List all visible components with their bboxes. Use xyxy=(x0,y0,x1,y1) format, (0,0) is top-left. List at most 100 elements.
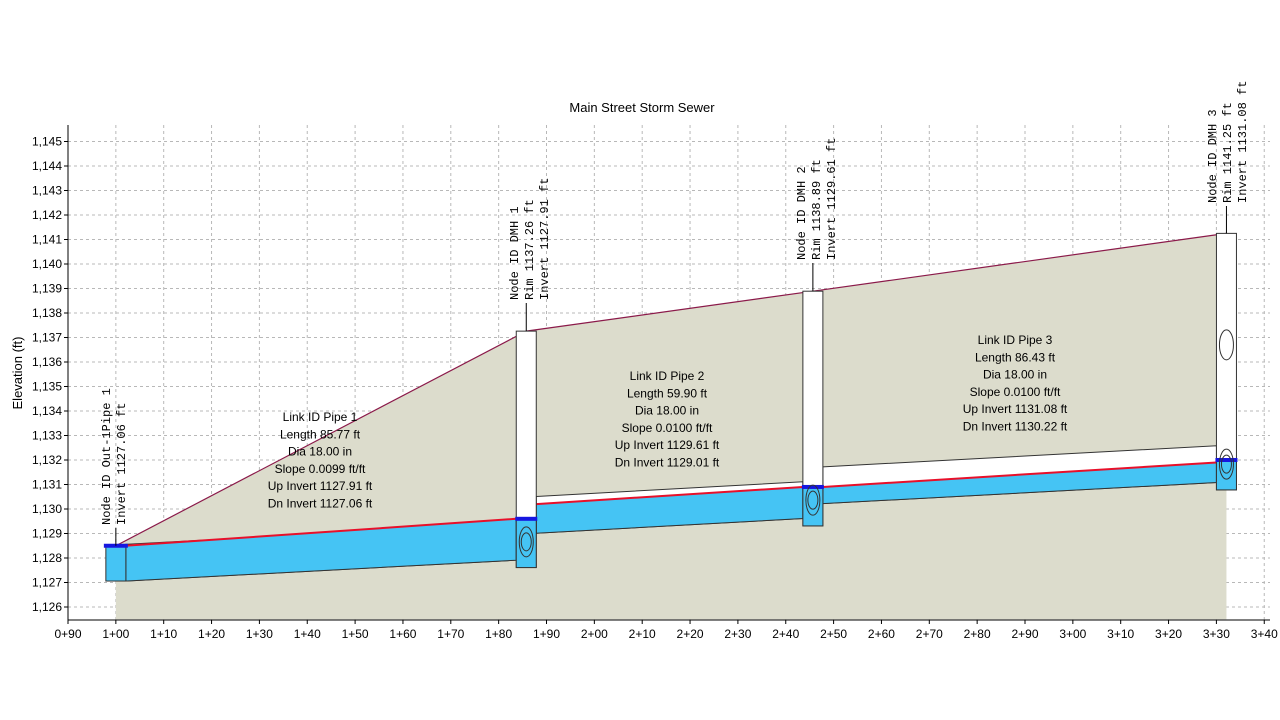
link-label: Up Invert 1131.08 ft xyxy=(963,402,1068,416)
node-label: Rim 1141.25 ft xyxy=(1221,102,1235,203)
link-label: Length 85.77 ft xyxy=(280,427,361,441)
y-tick-label: 1,145 xyxy=(32,135,62,149)
link-label: Dia 18.00 in xyxy=(288,445,352,459)
x-tick-label: 2+70 xyxy=(916,627,943,641)
link-label: Slope 0.0099 ft/ft xyxy=(275,462,366,476)
pipe-opening-inner-icon xyxy=(807,490,819,510)
y-tick-label: 1,141 xyxy=(32,233,62,247)
node-label: Node ID DMH 3 xyxy=(1206,109,1220,203)
hgl-line-2 xyxy=(536,485,803,506)
link-label: Link ID Pipe 2 xyxy=(630,369,705,383)
manholes xyxy=(103,232,1238,582)
manhole-water-mark xyxy=(515,516,538,521)
x-tick-label: 1+70 xyxy=(437,627,464,641)
node-label: Rim 1137.26 ft xyxy=(523,199,537,300)
annotations: Node ID Out-1Pipe 1 Invert 1127.06 ft Node… xyxy=(100,81,1250,546)
pipe-opening-icon xyxy=(1218,448,1234,480)
y-tick-label: 1,132 xyxy=(32,453,62,467)
y-tick-label: 1,127 xyxy=(32,576,62,590)
ground-fill xyxy=(115,233,1227,620)
link-label: Dn Invert 1130.22 ft xyxy=(963,420,1068,434)
link-label: Slope 0.0100 ft/ft xyxy=(622,421,713,435)
link-label: Length 86.43 ft xyxy=(975,350,1056,364)
pipe-opening-icon xyxy=(1218,329,1234,361)
x-tick-label: 3+00 xyxy=(1059,627,1086,641)
manhole-shaft xyxy=(1215,232,1237,491)
manhole-water-mark xyxy=(1215,458,1238,462)
y-tick-label: 1,136 xyxy=(32,355,62,369)
y-tick-label: 1,128 xyxy=(32,551,62,565)
x-tick-label: 1+50 xyxy=(342,627,369,641)
ground-surface-line xyxy=(115,232,1227,547)
x-tick-label: 1+90 xyxy=(533,627,560,641)
y-tick-label: 1,137 xyxy=(32,331,62,345)
node-label: Invert 1129.61 ft xyxy=(825,138,839,260)
y-tick-label: 1,129 xyxy=(32,527,62,541)
link-label: Up Invert 1127.91 ft xyxy=(268,479,373,493)
x-tick-label: 1+80 xyxy=(485,627,512,641)
x-tick-label: 2+50 xyxy=(820,627,847,641)
axes: 1,126 1,127 1,128 1,129 1,130 1,131 1,132 1,133… xyxy=(32,125,1278,641)
x-tick-label: 2+80 xyxy=(964,627,991,641)
link-label: Slope 0.0100 ft/ft xyxy=(970,385,1061,399)
y-tick-label: 1,142 xyxy=(32,208,62,222)
y-tick-label: 1,134 xyxy=(32,404,62,418)
node-label: Invert 1127.06 ft xyxy=(115,403,129,525)
x-tick-label: 2+00 xyxy=(581,627,608,641)
x-tick-label: 1+60 xyxy=(389,627,416,641)
link-label: Dn Invert 1129.01 ft xyxy=(615,456,720,470)
x-tick-label: 1+40 xyxy=(294,627,321,641)
node-label: Rim 1138.89 ft xyxy=(810,159,824,260)
x-tick-label: 2+10 xyxy=(629,627,656,641)
x-tick-label: 2+20 xyxy=(677,627,704,641)
chart-title: Main Street Storm Sewer xyxy=(569,100,715,115)
x-tick-label: 2+30 xyxy=(724,627,751,641)
node-label: Invert 1127.91 ft xyxy=(538,178,552,300)
x-tick-label: 2+40 xyxy=(772,627,799,641)
x-tick-label: 1+30 xyxy=(246,627,273,641)
y-tick-label: 1,138 xyxy=(32,306,62,320)
y-tick-label: 1,140 xyxy=(32,257,62,271)
y-tick-label: 1,133 xyxy=(32,429,62,443)
pipe-opening-icon xyxy=(805,484,821,516)
node-label: Invert 1131.08 ft xyxy=(1236,81,1250,203)
y-tick-label: 1,130 xyxy=(32,502,62,516)
pipe-opening-inner-icon xyxy=(520,532,532,552)
link-label: Up Invert 1129.61 ft xyxy=(615,438,720,452)
manhole-water-mark xyxy=(801,484,824,489)
x-tick-label: 1+10 xyxy=(150,627,177,641)
y-tick-label: 1,135 xyxy=(32,380,62,394)
node-label: Node ID DMH 2 xyxy=(795,166,809,260)
x-tick-label: 3+40 xyxy=(1251,627,1278,641)
y-tick-label: 1,131 xyxy=(32,478,62,492)
link-label: Dn Invert 1127.06 ft xyxy=(268,497,373,511)
x-tick-label: 3+20 xyxy=(1155,627,1182,641)
outfall-structure xyxy=(105,545,127,582)
manhole-water xyxy=(802,486,824,527)
link-label: Dia 18.00 in xyxy=(983,368,1047,382)
pipe-opening-icon xyxy=(518,526,534,558)
y-tick-label: 1,143 xyxy=(32,184,62,198)
y-tick-label: 1,126 xyxy=(32,600,62,614)
y-axis-label: Elevation (ft) xyxy=(10,337,25,410)
y-tick-label: 1,139 xyxy=(32,282,62,296)
x-tick-label: 2+90 xyxy=(1011,627,1038,641)
link-label: Length 59.90 ft xyxy=(627,386,708,400)
y-tick-label: 1,144 xyxy=(32,159,62,173)
x-tick-label: 0+90 xyxy=(54,627,81,641)
node-label: Node ID Out-1Pipe 1 xyxy=(100,388,114,525)
hgl-line-3 xyxy=(822,461,1217,488)
x-tick-label: 1+20 xyxy=(198,627,225,641)
pipe-opening-inner-icon xyxy=(1220,454,1232,474)
link-label: Dia 18.00 in xyxy=(635,404,699,418)
link-label: Link ID Pipe 3 xyxy=(978,333,1053,347)
x-tick-label: 2+60 xyxy=(868,627,895,641)
x-tick-label: 3+10 xyxy=(1107,627,1134,641)
x-tick-label: 1+00 xyxy=(102,627,129,641)
x-tick-label: 3+30 xyxy=(1203,627,1230,641)
ground-profile xyxy=(115,232,1227,620)
link-label: Link ID Pipe 1 xyxy=(283,410,358,424)
hgl-line-1 xyxy=(125,517,517,547)
node-label: Node ID DMH 1 xyxy=(508,206,522,300)
